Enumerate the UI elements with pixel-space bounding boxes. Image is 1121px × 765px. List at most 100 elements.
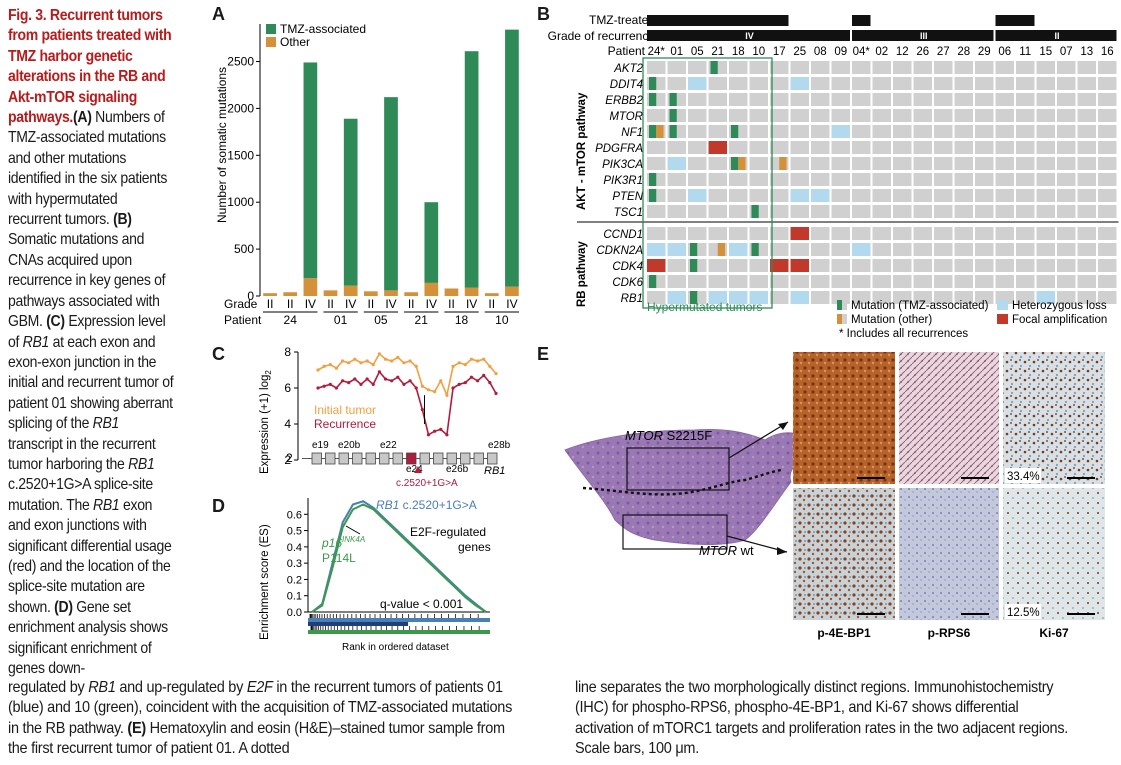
exon-box <box>311 452 322 465</box>
matrix-cell <box>995 77 1014 90</box>
series-point <box>482 357 486 361</box>
bar-other <box>505 286 519 296</box>
matrix-cell <box>831 141 850 154</box>
matrix-cell <box>708 125 727 138</box>
matrix-cell <box>852 93 871 106</box>
legend-c-text: c.2520+1G>A splice-site mutation. The <box>8 476 153 514</box>
series-point <box>463 381 467 385</box>
rb1-annotation: RB1 c.2520+1G>A <box>376 498 477 512</box>
legend-mut-other: Mutation (other) <box>851 314 932 326</box>
cell-het-loss <box>729 243 748 256</box>
legend-c-text: Expression level of <box>8 313 166 351</box>
bar-tmz <box>343 118 358 286</box>
exon-label: e19 <box>312 440 329 451</box>
matrix-cell <box>975 189 994 202</box>
matrix-cell <box>995 93 1014 106</box>
legend-mut-tmz: Mutation (TMZ-associated) <box>851 300 989 312</box>
series-point <box>494 391 498 395</box>
matrix-cell <box>749 125 768 138</box>
matrix-cell <box>934 243 953 256</box>
exon-box <box>338 452 349 465</box>
matrix-cell <box>954 125 973 138</box>
series-point <box>353 377 357 381</box>
matrix-cell <box>790 205 809 218</box>
y-tick-label: 1500 <box>227 148 254 162</box>
matrix-cell <box>729 227 748 240</box>
exon-box <box>433 452 444 465</box>
matrix-cell <box>872 77 891 90</box>
cell-focal-amp <box>770 259 789 272</box>
matrix-cell <box>872 189 891 202</box>
patient-column-label: 18 <box>732 46 745 58</box>
cell-mut-tmz <box>649 125 657 138</box>
matrix-cell <box>811 275 830 288</box>
matrix-cell <box>1057 275 1076 288</box>
cell-het-loss <box>667 243 686 256</box>
matrix-cell <box>831 157 850 170</box>
cell-mut-tmz <box>669 125 677 138</box>
matrix-cell <box>1077 173 1096 186</box>
matrix-cell <box>1016 77 1035 90</box>
matrix-cell <box>688 205 707 218</box>
y-tick-label: 0.5 <box>287 526 302 538</box>
cell-het-loss <box>667 291 686 304</box>
y-tick-label: 0.2 <box>287 574 302 586</box>
matrix-cell <box>1016 109 1035 122</box>
series-point <box>396 355 400 359</box>
matrix-cell <box>913 227 932 240</box>
legend-c-text: transcript in the recurrent tumor harbor… <box>8 435 156 473</box>
matrix-cell <box>1098 61 1117 74</box>
series-point <box>340 359 345 363</box>
p16-annotation: p16INK4A <box>321 535 365 550</box>
y-axis-label: Number of somatic mutations <box>215 67 229 223</box>
matrix-cell <box>893 173 912 186</box>
panel-a-chart: 0 500 1000 1500 2000 2500 TMZ-associated Othe… <box>215 22 519 327</box>
hypermutated-label: Hypermutated tumors <box>647 300 762 314</box>
matrix-cell <box>1057 173 1076 186</box>
exon-diagram: e19 e20b e22 e24 e26b e28b RB1 c.2520+1G>A 2 <box>286 440 510 489</box>
matrix-cell <box>954 61 973 74</box>
series-point <box>371 382 375 386</box>
mtor-wt: wt <box>737 543 754 558</box>
matrix-cell <box>811 205 830 218</box>
box-mtor-mutant <box>626 447 730 491</box>
legend-swatch-other <box>266 37 276 47</box>
matrix-cell <box>913 205 932 218</box>
gene-row-label: PIK3CA <box>602 159 643 171</box>
stain-label-rps6: p-RPS6 <box>928 626 971 640</box>
cell-mut-tmz <box>751 243 759 256</box>
matrix-cell <box>770 243 789 256</box>
matrix-cell <box>954 157 973 170</box>
cell-het-loss <box>647 243 666 256</box>
ihc-4ebp1-wt <box>793 488 895 620</box>
bar-tmz <box>464 51 479 288</box>
matrix-cell <box>1016 141 1035 154</box>
matrix-cell <box>667 77 686 90</box>
x-axis-label: Rank in ordered dataset <box>342 642 449 653</box>
matrix-cell <box>975 227 994 240</box>
cell-mut-tmz <box>731 125 739 138</box>
legend-gene: RB1 <box>88 679 116 696</box>
bar-other <box>444 288 459 296</box>
series-point <box>316 386 320 390</box>
series-point <box>463 363 467 367</box>
matrix-cell <box>975 259 994 272</box>
matrix-cell <box>1077 205 1096 218</box>
legend-swatch-other <box>837 314 842 324</box>
legend-text: Hematoxylin and eosin (H&E)–stained tumo… <box>8 719 505 758</box>
matrix-cell <box>852 77 871 90</box>
series-point <box>494 372 498 376</box>
matrix-cell <box>749 93 768 106</box>
mtor-gene: MTOR <box>699 543 737 558</box>
matrix-cell <box>1057 61 1076 74</box>
matrix-cell <box>975 291 994 304</box>
panel-c-axis: 2 4 6 8 <box>284 345 299 467</box>
matrix-cell <box>688 141 707 154</box>
matrix-cell <box>975 141 994 154</box>
exon-box <box>473 452 484 465</box>
matrix-cell <box>954 141 973 154</box>
matrix-cell <box>872 109 891 122</box>
matrix-cell <box>1077 243 1096 256</box>
matrix-cell <box>749 109 768 122</box>
